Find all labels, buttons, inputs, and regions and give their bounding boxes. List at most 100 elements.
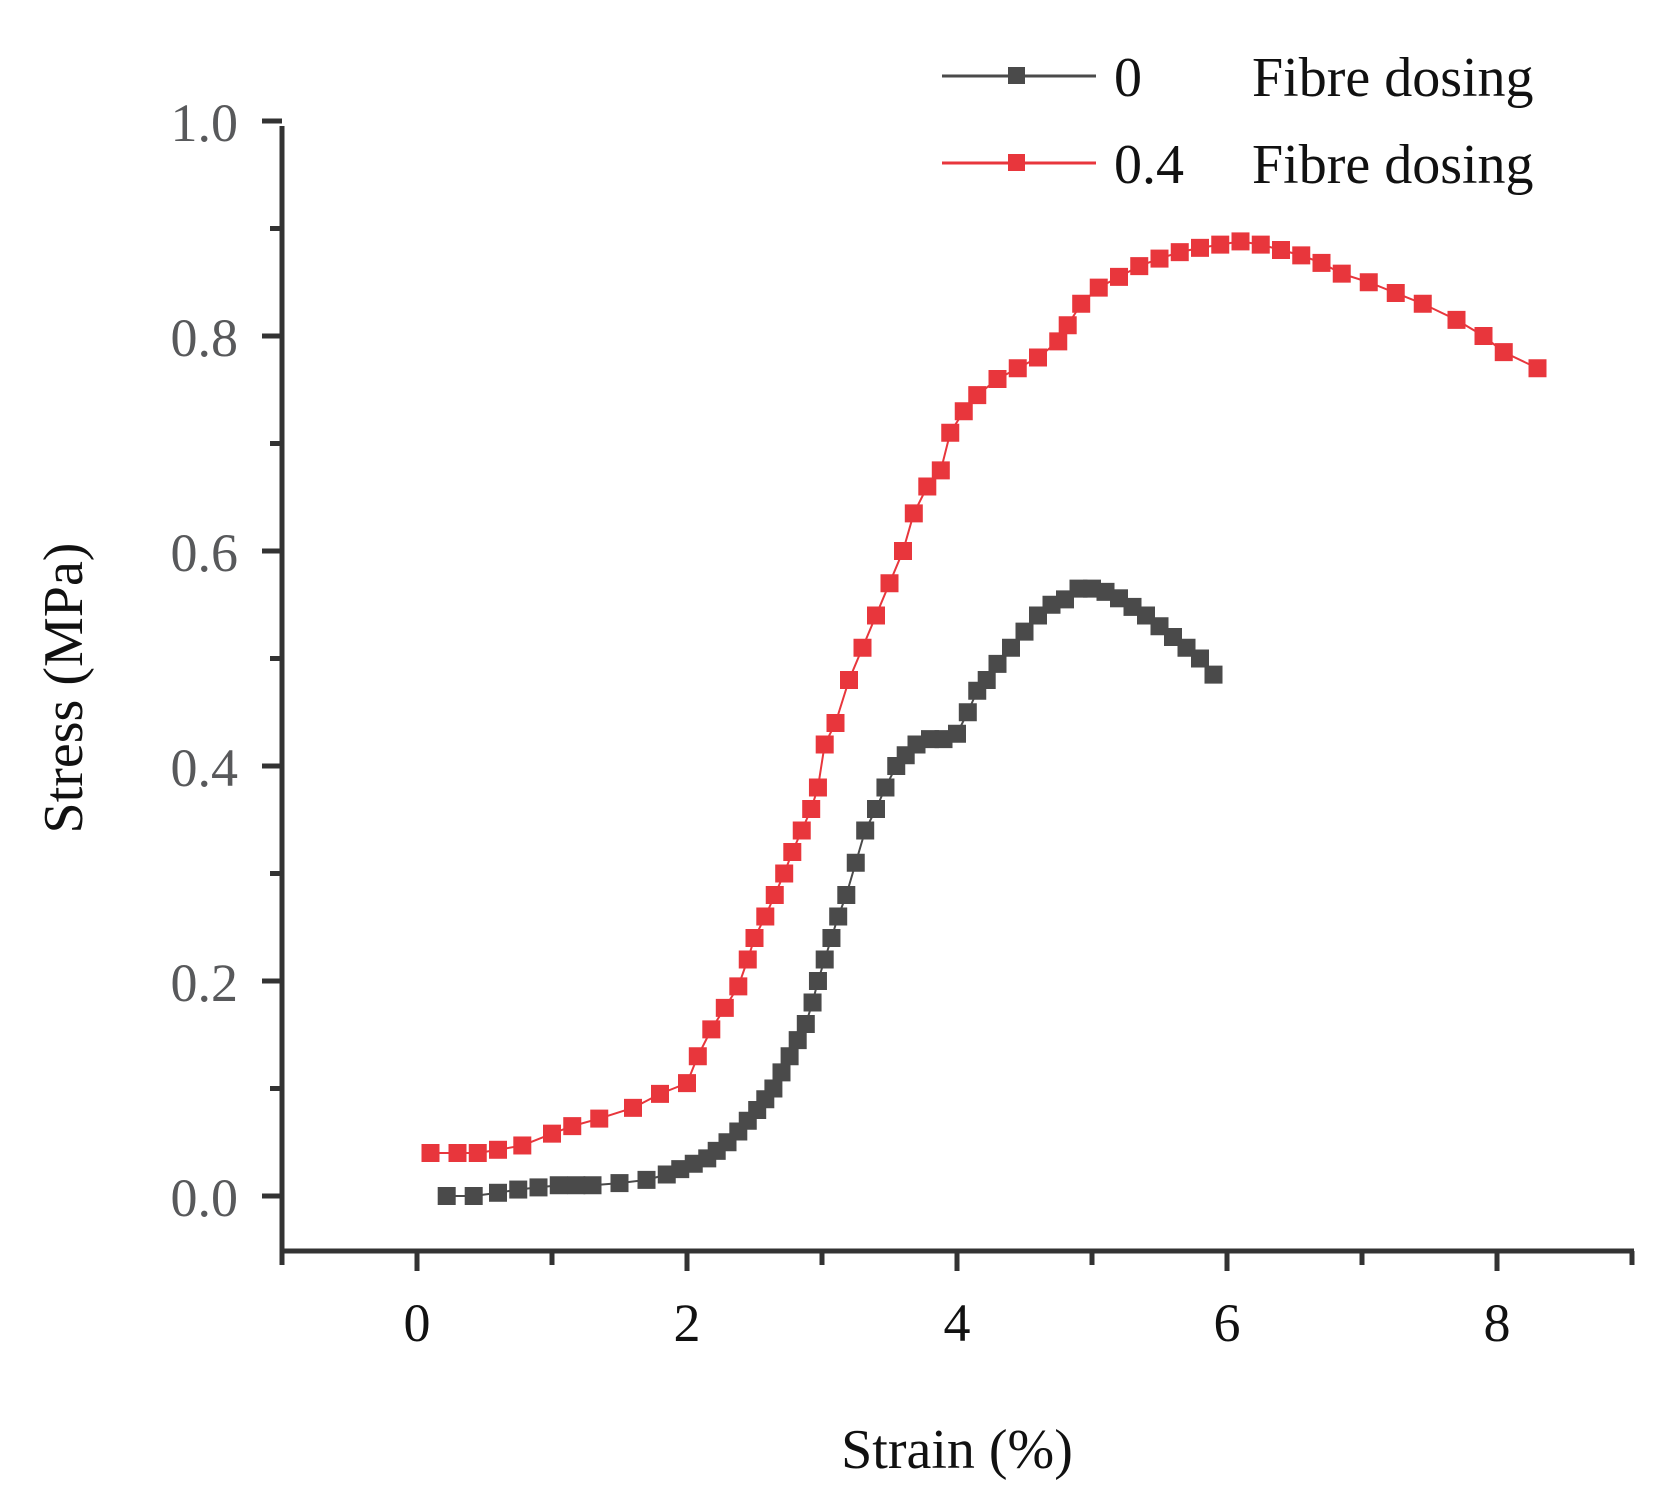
series-0-point-30 xyxy=(837,886,856,904)
series-1-point-5 xyxy=(543,1124,561,1143)
x-tick-label-2: 4 xyxy=(944,1293,971,1353)
series-1-point-22 xyxy=(802,800,821,818)
series-0-point-45 xyxy=(1002,638,1020,657)
x-axis-title: Strain (%) xyxy=(841,1419,1073,1481)
series-1-point-6 xyxy=(563,1117,582,1136)
series-1-point-56 xyxy=(1359,273,1378,292)
series-0-fibre-dosing xyxy=(437,579,1223,1205)
series-1-point-29 xyxy=(880,574,899,593)
series-1-point-41 xyxy=(1058,316,1077,335)
series-1-point-57 xyxy=(1386,284,1405,302)
series-0-point-6 xyxy=(567,1176,586,1195)
series-1-point-13 xyxy=(715,998,734,1017)
series-1-point-50 xyxy=(1231,232,1250,251)
y-tick-label-0: 0.0 xyxy=(171,1168,239,1228)
series-1-point-26 xyxy=(840,671,858,689)
series-1-point-45 xyxy=(1130,257,1149,276)
y-tick-label-2: 0.4 xyxy=(171,738,239,798)
series-1-point-43 xyxy=(1089,278,1108,297)
y-tick-label-4: 0.8 xyxy=(171,308,239,368)
series-1-point-16 xyxy=(745,929,764,947)
series-1-point-59 xyxy=(1447,310,1466,329)
series-1-point-53 xyxy=(1292,246,1311,265)
series-1-point-30 xyxy=(894,542,912,560)
series-0-point-59 xyxy=(1191,649,1209,668)
y-tick-label-5: 1.0 xyxy=(171,93,239,153)
series-1-point-19 xyxy=(775,864,794,883)
series-1-point-25 xyxy=(826,714,845,732)
series-0-point-33 xyxy=(867,800,885,818)
series-1-point-38 xyxy=(1008,359,1027,378)
series-1-point-36 xyxy=(968,386,987,405)
series-1-point-40 xyxy=(1049,332,1068,351)
series-1-point-54 xyxy=(1312,253,1331,272)
legend-item-1: 0.4 Fibre dosing xyxy=(942,134,1534,196)
series-1-point-7 xyxy=(590,1109,609,1128)
series-0-point-24 xyxy=(796,1015,815,1033)
series-0-point-4 xyxy=(529,1178,548,1197)
series-1-point-60 xyxy=(1474,327,1493,345)
legend-label-1: Fibre dosing xyxy=(1252,134,1534,196)
series-1-point-0 xyxy=(421,1144,440,1162)
series-1-point-24 xyxy=(815,735,834,754)
series-0-point-21 xyxy=(772,1063,791,1082)
series-1-point-37 xyxy=(988,370,1007,388)
x-tick-label-3: 6 xyxy=(1214,1293,1241,1353)
series-1-point-39 xyxy=(1029,348,1047,367)
series-0-point-60 xyxy=(1204,665,1223,684)
series-1-point-1 xyxy=(448,1144,467,1162)
series-1-point-17 xyxy=(756,907,775,926)
series-0-point-29 xyxy=(829,907,848,926)
series-1-point-27 xyxy=(853,638,872,657)
y-tick-label-1: 0.2 xyxy=(171,953,239,1013)
series-1-point-42 xyxy=(1072,294,1091,313)
x-axis-ticks xyxy=(279,1251,1635,1271)
series-1-point-58 xyxy=(1413,294,1432,313)
legend-label-0: Fibre dosing xyxy=(1252,47,1534,109)
series-1-point-3 xyxy=(489,1140,507,1159)
series-1-point-62 xyxy=(1528,359,1547,378)
series-1-point-21 xyxy=(792,821,811,840)
series-1-point-32 xyxy=(918,477,937,496)
series-1-point-31 xyxy=(904,504,923,523)
series-0-point-9 xyxy=(637,1170,656,1189)
legend: 0 Fibre dosing 0.4 Fibre dosing xyxy=(942,47,1534,196)
series-1-point-33 xyxy=(931,461,950,480)
series-1-point-4 xyxy=(513,1136,532,1155)
series-1-point-55 xyxy=(1332,264,1351,283)
series-1-point-46 xyxy=(1150,249,1169,268)
series-0-point-41 xyxy=(958,703,977,722)
series-0-point-44 xyxy=(988,654,1007,673)
series-0-point-31 xyxy=(846,853,865,872)
x-tick-label-4: 8 xyxy=(1484,1293,1511,1353)
series-0-point-26 xyxy=(808,972,827,990)
series-0-point-34 xyxy=(876,778,895,797)
series-0-point-22 xyxy=(780,1047,799,1066)
series-0-point-3 xyxy=(509,1180,528,1199)
series-1-point-52 xyxy=(1272,241,1290,259)
x-tick-label-1: 2 xyxy=(674,1293,701,1353)
series-0-point-40 xyxy=(948,724,966,743)
series-1-point-61 xyxy=(1494,343,1513,362)
series-1-point-44 xyxy=(1110,267,1128,286)
series-1-point-49 xyxy=(1211,235,1230,254)
series-1-point-28 xyxy=(867,606,885,625)
series-1-point-12 xyxy=(702,1020,721,1039)
y-tick-label-3: 0.6 xyxy=(171,523,239,583)
series-0-point-28 xyxy=(822,929,841,947)
series-1-point-51 xyxy=(1251,235,1270,254)
y-axis-ticks xyxy=(262,118,282,1199)
x-tick-label-0: 0 xyxy=(404,1293,431,1353)
series-0-point-8 xyxy=(610,1174,629,1193)
series-1-point-8 xyxy=(624,1098,642,1117)
legend-marker-0 xyxy=(1008,67,1025,84)
legend-item-0: 0 Fibre dosing xyxy=(942,47,1534,109)
series-1-point-14 xyxy=(729,977,748,996)
y-axis-title: Stress (MPa) xyxy=(33,543,95,834)
series-1-point-34 xyxy=(941,423,960,442)
series-0-point-27 xyxy=(815,950,834,969)
series-0-line xyxy=(446,587,1215,1197)
series-0-point-1 xyxy=(464,1187,483,1205)
series-1-point-48 xyxy=(1191,238,1209,257)
